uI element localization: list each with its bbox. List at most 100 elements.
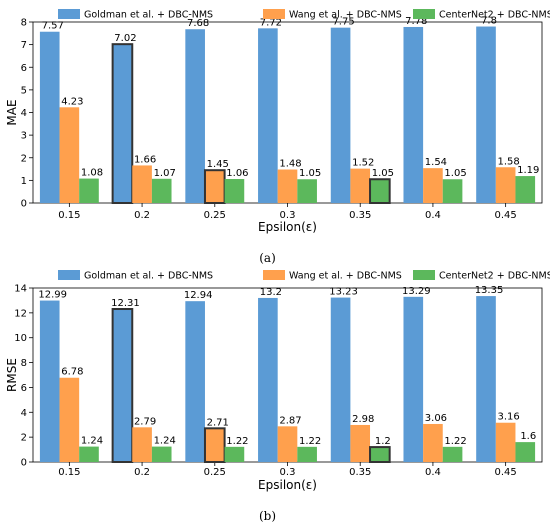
bar-value-label: 2.98: [352, 414, 374, 425]
bar: [476, 26, 496, 204]
bar-highlighted: [369, 446, 391, 464]
bar-value-label: 1.24: [81, 436, 103, 447]
legend-swatch: [263, 9, 285, 19]
x-tick-label: 0.3: [280, 467, 296, 478]
x-tick-label: 0.15: [58, 467, 80, 478]
bar-value-label: 13.2: [260, 287, 282, 298]
bar: [495, 167, 516, 203]
bar: [442, 446, 463, 462]
legend-swatch: [58, 270, 80, 280]
bar-value-label: 1.05: [299, 168, 321, 179]
bar-value-label: 1.05: [372, 168, 394, 179]
bar: [132, 165, 152, 203]
y-tick-label: 10: [14, 333, 27, 344]
bar-value-label: 1.58: [498, 156, 520, 167]
y-axis-label: RMSE: [5, 358, 19, 392]
bar: [151, 178, 172, 203]
bar-value-label: 13.35: [475, 285, 504, 296]
legend-swatch: [263, 270, 285, 280]
x-axis-label: Epsilon(ε): [258, 478, 317, 492]
bar: [258, 297, 278, 462]
bar-value-label: 12.94: [184, 290, 213, 301]
bar: [423, 423, 443, 462]
bar-value-label: 1.6: [520, 431, 536, 442]
y-axis-label: MAE: [5, 99, 19, 125]
bar-value-label: 1.52: [352, 158, 374, 169]
x-tick-label: 0.15: [58, 210, 80, 221]
bar: [330, 27, 351, 203]
y-tick-label: 3: [21, 131, 27, 142]
bar-highlighted: [203, 427, 226, 463]
x-axis-label: Epsilon(ε): [258, 220, 317, 234]
bar-value-label: 6.78: [61, 367, 83, 378]
bar-value-label: 7.75: [332, 17, 354, 28]
y-tick-label: 7: [21, 40, 27, 51]
bar-highlighted: [111, 308, 134, 463]
bar-value-label: 1.07: [154, 168, 176, 179]
x-tick-label: 0.35: [349, 210, 371, 221]
x-tick-label: 0.2: [134, 210, 150, 221]
bar: [151, 446, 172, 462]
y-tick-label: 12: [14, 308, 27, 319]
figure-caption: (b): [259, 509, 276, 523]
bar: [350, 424, 371, 462]
bar-value-label: 12.99: [38, 290, 67, 301]
bar: [515, 176, 536, 203]
y-tick-label: 4: [21, 108, 27, 119]
y-tick-label: 4: [21, 408, 27, 419]
legend-swatch: [413, 9, 435, 19]
y-tick-label: 6: [21, 63, 27, 74]
legend-label: Wang et al. + DBC-NMS: [289, 10, 402, 21]
bar-value-label: 13.23: [329, 287, 358, 298]
bar-value-label: 1.66: [134, 154, 156, 165]
y-tick-label: 0: [21, 458, 27, 469]
legend-label: CenterNet2 + DBC-NMS: [439, 271, 550, 282]
bar: [330, 297, 351, 462]
y-tick-label: 2: [21, 433, 27, 444]
bar-value-label: 1.06: [226, 168, 248, 179]
bar-value-label: 4.23: [61, 96, 83, 107]
legend-swatch: [413, 270, 435, 280]
y-tick-label: 2: [21, 153, 27, 164]
bar: [495, 422, 516, 462]
y-tick-label: 0: [21, 199, 27, 210]
y-tick-label: 14: [14, 284, 27, 295]
bar-value-label: 1.54: [425, 157, 447, 168]
bar-value-label: 1.05: [444, 168, 466, 179]
bar-value-label: 2.87: [279, 415, 301, 426]
bar-value-label: 7.57: [42, 21, 64, 32]
bar: [79, 446, 99, 462]
bar-value-label: 1.22: [299, 436, 321, 447]
bar-value-label: 12.31: [111, 298, 140, 309]
bar: [185, 301, 205, 462]
y-tick-label: 8: [21, 18, 27, 29]
bar-value-label: 13.29: [402, 286, 431, 297]
bar-value-label: 1.08: [81, 168, 103, 179]
bar: [442, 179, 463, 203]
bar-value-label: 2.79: [134, 416, 156, 427]
x-tick-label: 0.3: [280, 210, 296, 221]
y-tick-label: 8: [21, 358, 27, 369]
bar-value-label: 7.68: [187, 18, 209, 29]
bar-highlighted: [111, 43, 134, 204]
bar-value-label: 1.22: [226, 436, 248, 447]
x-tick-label: 0.4: [425, 467, 441, 478]
bar: [59, 107, 80, 203]
bar: [59, 377, 80, 462]
chart-mae: 0 1 2 3 4 5 6 7 8 0.15 0.2 0.25 0.3 0.35 0.4 0.45 7.57 7.…: [5, 9, 550, 265]
x-tick-label: 0.2: [134, 467, 150, 478]
figure-caption: (a): [259, 251, 276, 265]
bar-value-label: 1.22: [444, 436, 466, 447]
y-tick-label: 1: [21, 176, 27, 187]
bar-highlighted: [369, 178, 391, 204]
bar-value-label: 2.71: [207, 417, 229, 428]
bar-value-label: 1.19: [517, 165, 539, 176]
bar: [297, 179, 317, 203]
x-tick-label: 0.25: [204, 210, 226, 221]
bar: [277, 426, 298, 462]
bar: [297, 446, 317, 462]
y-tick-label: 6: [21, 383, 27, 394]
legend-label: Goldman et al. + DBC-NMS: [84, 10, 213, 21]
bar: [403, 26, 424, 204]
legend-label: Wang et al. + DBC-NMS: [289, 271, 402, 282]
